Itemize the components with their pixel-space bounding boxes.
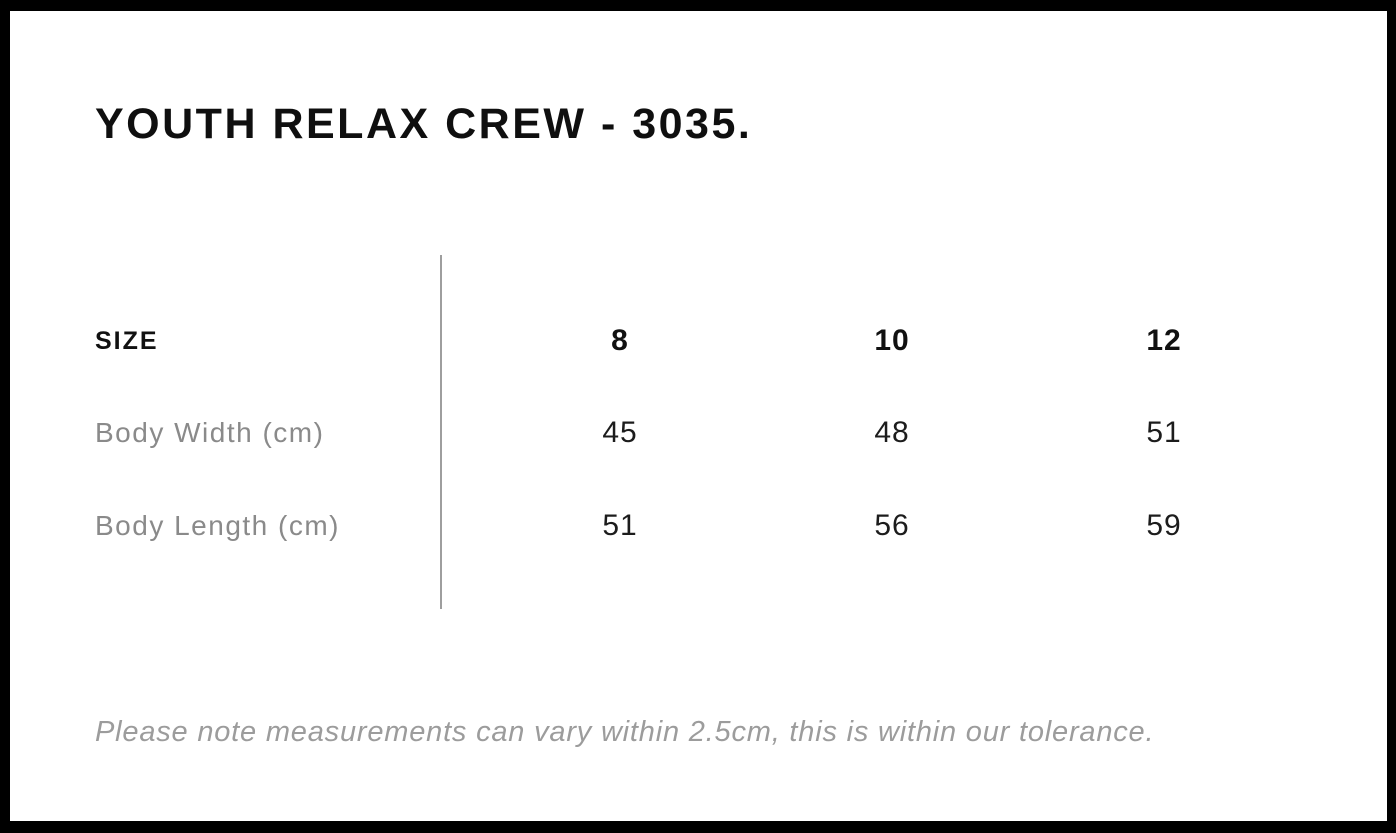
product-title: YOUTH RELAX CREW - 3035. xyxy=(95,100,753,148)
body-width-size-10-value: 48 xyxy=(874,416,910,449)
table-divider xyxy=(440,255,442,609)
body-length-size-8-value: 51 xyxy=(602,509,638,542)
table-row-body-length: Body Length (cm) 51 56 59 xyxy=(95,504,1300,548)
size-column-header-8: 8 xyxy=(611,324,629,357)
table-row-body-width: Body Width (cm) 45 48 51 xyxy=(95,411,1300,455)
body-length-size-12-value: 59 xyxy=(1146,509,1182,542)
size-column-header-12: 12 xyxy=(1146,324,1182,357)
row-label-body-length: Body Length (cm) xyxy=(95,510,340,541)
size-column-header-10: 10 xyxy=(874,324,910,357)
body-length-size-10-value: 56 xyxy=(874,509,910,542)
body-width-size-8-value: 45 xyxy=(602,416,638,449)
size-chart-content: YOUTH RELAX CREW - 3035. SIZE 8 10 12 Bo… xyxy=(10,11,1387,821)
size-header-label: SIZE xyxy=(95,326,159,355)
tolerance-note: Please note measurements can vary within… xyxy=(95,716,1155,748)
row-label-body-width: Body Width (cm) xyxy=(95,417,325,448)
body-width-size-12-value: 51 xyxy=(1146,416,1182,449)
table-header-row: SIZE 8 10 12 xyxy=(95,319,1300,363)
